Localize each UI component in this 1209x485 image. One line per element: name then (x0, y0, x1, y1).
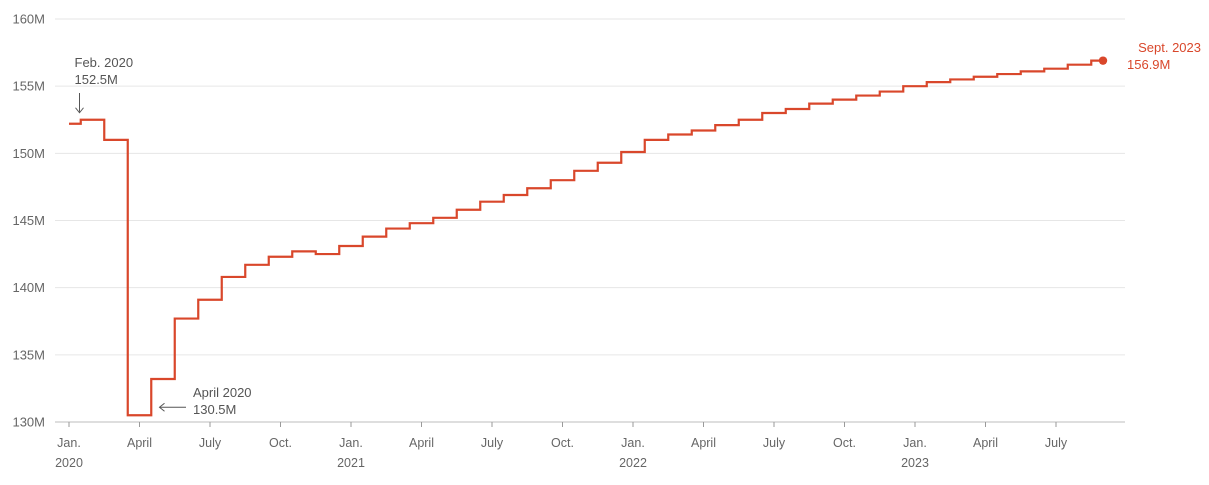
y-axis-ticks: 130M 135M 140M 145M 150M 155M 160M (12, 12, 45, 430)
x-axis-ticks: Jan. 2020 April July Oct. Jan. 2021 April July Oc… (55, 422, 1068, 470)
annotation-apr-2020-date: April 2020 (193, 385, 252, 400)
x-tick-label: Jan. (621, 436, 645, 450)
series-line (69, 59, 1103, 417)
x-year-label: 2022 (619, 456, 647, 470)
x-year-label: 2020 (55, 456, 83, 470)
y-tick-label: 140M (12, 280, 45, 295)
x-tick-label: Oct. (269, 436, 292, 450)
annotation-sept-2023-value: 156.9M (1127, 57, 1170, 72)
x-tick-label: July (1045, 436, 1068, 450)
x-tick-label: Jan. (57, 436, 81, 450)
annotation-apr-2020-arrowhead (158, 402, 165, 412)
y-tick-label: 135M (12, 347, 45, 362)
x-tick-label: Jan. (903, 436, 927, 450)
y-tick-label: 150M (12, 146, 45, 161)
x-tick-label: April (973, 436, 998, 450)
x-tick-label: Oct. (833, 436, 856, 450)
gridlines (55, 18, 1125, 423)
annotation-sept-2023-date: Sept. 2023 (1138, 40, 1201, 55)
x-tick-label: April (409, 436, 434, 450)
x-year-label: 2023 (901, 456, 929, 470)
x-tick-label: April (691, 436, 716, 450)
end-point-marker (1098, 56, 1108, 65)
y-tick-label: 155M (12, 79, 45, 94)
annotation-feb-2020-value: 152.5M (75, 72, 118, 87)
x-tick-label: April (127, 436, 152, 450)
x-year-label: 2021 (337, 456, 365, 470)
x-tick-label: July (481, 436, 504, 450)
x-tick-label: July (763, 436, 786, 450)
annotation-feb-2020-date: Feb. 2020 (75, 55, 134, 70)
y-tick-label: 160M (12, 12, 45, 27)
series (69, 56, 1108, 417)
x-tick-label: Oct. (551, 436, 574, 450)
annotation-apr-2020-value: 130.5M (193, 402, 236, 417)
y-tick-label: 130M (12, 415, 45, 430)
annotation-feb-2020-arrowhead (75, 107, 84, 114)
x-tick-label: July (199, 436, 222, 450)
x-tick-label: Jan. (339, 436, 363, 450)
annotations: Feb. 2020 152.5M April 2020 130.5M Sept. 202… (75, 40, 1202, 417)
y-tick-label: 145M (12, 213, 45, 228)
